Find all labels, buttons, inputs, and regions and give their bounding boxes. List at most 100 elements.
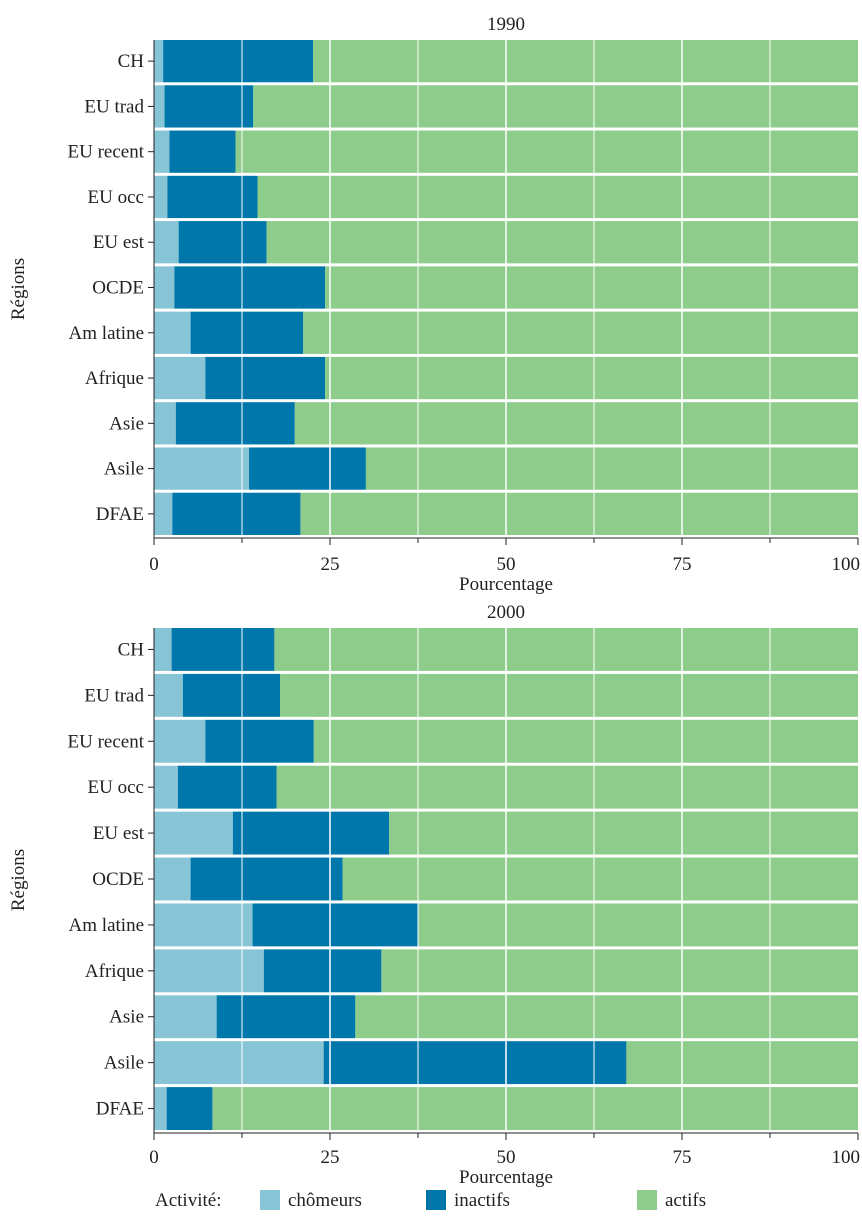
x-tick-label: 75 — [673, 554, 692, 575]
x-tick-label: 25 — [321, 554, 340, 575]
bar-chomeurs-eu-est — [154, 811, 233, 855]
y-tick-label: EU occ — [88, 777, 144, 798]
bar-inactifs-asie — [175, 402, 295, 445]
legend-swatch-inactifs — [426, 1190, 446, 1210]
y-tick-label: OCDE — [92, 869, 144, 890]
legend-label-actifs: actifs — [665, 1190, 706, 1211]
bar-actifs-afrique — [325, 356, 858, 400]
bar-actifs-eu-occ — [257, 175, 858, 219]
y-tick-label: EU est — [93, 823, 145, 844]
bar-chomeurs-asie — [154, 402, 176, 445]
bar-actifs-asile — [365, 447, 858, 490]
bar-chomeurs-asile — [154, 1041, 324, 1085]
bar-chomeurs-asie — [154, 995, 217, 1039]
x-axis-label: Pourcentage — [459, 1167, 553, 1188]
bar-chomeurs-afrique — [154, 356, 206, 400]
bar-inactifs-eu-recent — [169, 130, 236, 173]
bar-chomeurs-eu-trad — [154, 85, 165, 128]
bar-chomeurs-dfae — [154, 492, 173, 535]
bar-actifs-eu-est — [266, 221, 858, 264]
bar-inactifs-afrique — [205, 356, 326, 400]
bar-chomeurs-eu-occ — [154, 175, 168, 219]
legend: Activité: chômeurs inactifs actifs — [155, 1190, 706, 1211]
y-tick-label: CH — [118, 639, 145, 660]
x-tick-label: 50 — [497, 554, 516, 575]
chart-panel-1990: CH EU trad EU recent EU occ EU est OCDE Am lat… — [8, 14, 860, 595]
chart-panel-2000: CH EU trad EU recent EU occ EU est OCDE Am lat… — [8, 602, 860, 1188]
bar-chomeurs-ch — [154, 40, 164, 83]
y-tick-label: OCDE — [92, 278, 144, 299]
bar-chomeurs-ocde — [154, 857, 191, 901]
bar-chomeurs-afrique — [154, 949, 264, 993]
bar-actifs-am-latine — [418, 903, 858, 947]
y-axis-label: Régions — [8, 258, 29, 320]
y-tick-label: EU occ — [88, 187, 144, 208]
bar-inactifs-afrique — [263, 949, 382, 993]
bar-inactifs-ch — [163, 40, 314, 83]
x-axis-label: Pourcentage — [459, 574, 553, 595]
legend-label-chomeurs: chômeurs — [288, 1190, 362, 1211]
x-tick-label: 75 — [673, 1147, 692, 1168]
bar-actifs-am-latine — [303, 311, 858, 354]
y-tick-label: Afrique — [85, 368, 144, 389]
bar-inactifs-am-latine — [252, 903, 419, 947]
bar-inactifs-asile — [249, 447, 366, 490]
bar-actifs-ocde — [342, 857, 858, 901]
bar-chomeurs-asile — [154, 447, 250, 490]
x-tick-label: 0 — [149, 1147, 159, 1168]
legend-swatch-actifs — [637, 1190, 657, 1210]
bar-actifs-eu-recent — [235, 130, 858, 173]
chart-title: 2000 — [487, 602, 525, 623]
y-tick-label: Am latine — [69, 323, 144, 344]
bar-actifs-asie — [355, 995, 858, 1039]
x-tick-label: 50 — [497, 1147, 516, 1168]
y-tick-label: Asile — [104, 459, 144, 480]
y-tick-label: Asie — [109, 1007, 144, 1028]
bar-chomeurs-dfae — [154, 1087, 167, 1130]
y-tick-label: Asie — [109, 413, 144, 434]
y-tick-label: DFAE — [96, 1099, 144, 1120]
legend-label-inactifs: inactifs — [454, 1190, 510, 1211]
bar-actifs-eu-trad — [253, 85, 858, 128]
bar-inactifs-dfae — [166, 1087, 213, 1130]
y-axis-label: Régions — [8, 849, 29, 911]
bar-actifs-dfae — [300, 492, 858, 535]
bar-inactifs-ocde — [190, 857, 343, 901]
bar-chomeurs-eu-recent — [154, 130, 170, 173]
bar-actifs-ch — [274, 628, 858, 671]
chart-title: 1990 — [487, 14, 525, 35]
bar-actifs-eu-trad — [280, 673, 858, 717]
bar-inactifs-asie — [216, 995, 356, 1039]
legend-title: Activité: — [155, 1190, 221, 1211]
bar-inactifs-eu-est — [178, 221, 267, 264]
y-tick-label: Asile — [104, 1053, 144, 1074]
bar-chomeurs-am-latine — [154, 311, 191, 354]
bar-inactifs-eu-trad — [182, 673, 281, 717]
bar-chomeurs-eu-est — [154, 221, 179, 264]
bar-actifs-asile — [626, 1041, 858, 1085]
x-tick-label: 100 — [832, 554, 861, 575]
y-tick-label: EU recent — [68, 142, 145, 163]
bar-actifs-ocde — [325, 266, 858, 309]
bar-actifs-asie — [294, 402, 858, 445]
bar-inactifs-eu-occ — [167, 175, 258, 219]
bar-actifs-eu-est — [389, 811, 858, 855]
y-tick-label: EU est — [93, 232, 145, 253]
y-tick-label: EU recent — [68, 731, 145, 752]
bar-inactifs-ch — [171, 628, 275, 671]
bar-chomeurs-am-latine — [154, 903, 253, 947]
bar-inactifs-eu-occ — [177, 765, 277, 809]
bar-actifs-ch — [313, 40, 858, 83]
y-tick-label: Afrique — [85, 961, 144, 982]
x-tick-label: 25 — [321, 1147, 340, 1168]
bar-inactifs-dfae — [172, 492, 301, 535]
bar-actifs-dfae — [212, 1087, 858, 1130]
bar-inactifs-eu-trad — [164, 85, 254, 128]
bar-inactifs-eu-est — [232, 811, 390, 855]
bar-chomeurs-eu-occ — [154, 765, 178, 809]
y-tick-label: EU trad — [84, 96, 144, 117]
y-tick-label: EU trad — [84, 685, 144, 706]
x-tick-label: 0 — [149, 554, 159, 575]
y-tick-label: Am latine — [69, 915, 144, 936]
